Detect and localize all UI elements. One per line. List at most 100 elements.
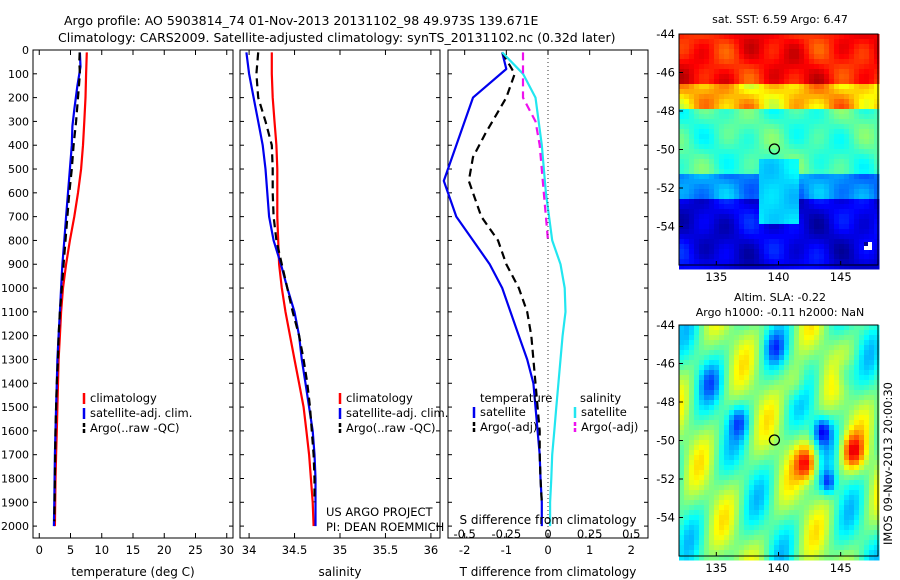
sst-map-cell [744,109,750,115]
sst-map-cell [744,39,750,45]
sst-map-cell [794,139,800,145]
sst-map-cell [739,219,745,225]
sst-map-cell [744,204,750,210]
sla-map-cell [739,465,745,471]
sst-map-cell [829,164,835,170]
sla-map-cell [754,525,760,531]
sst-map-cell [849,114,855,120]
sst-map-cell [689,89,695,95]
sst-map-cell [859,244,865,250]
sst-map-cell [744,254,750,260]
sla-map-cell [684,505,690,511]
sla-map-cell [734,530,740,536]
sst-map-cell [849,169,855,175]
sla-map-cell [804,540,810,546]
sla-map-cell [859,325,865,331]
sst-map-cell [734,174,740,180]
sst-map-cell [829,54,835,60]
sst-map-cell [714,234,720,240]
sst-map-cell [794,79,800,85]
sla-map-cell [749,455,755,461]
sla-map-cell [689,365,695,371]
sla-map-cell [709,375,715,381]
sla-map-cell [779,435,785,441]
sst-map-cell [849,49,855,55]
sst-map-cell [734,179,740,185]
sla-map-cell [794,390,800,396]
sst-map-cell [824,69,830,75]
sst-map-cell [724,149,730,155]
sst-map-cell [799,104,805,110]
sla-map-cell [784,460,790,466]
sla-map-cell [799,470,805,476]
sla-map-cell [734,355,740,361]
sla-map-cell [834,460,840,466]
sla-map-cell [774,350,780,356]
sst-map-cell [699,34,705,40]
sst-map-cell [844,99,850,105]
sla-map-cell [744,420,750,426]
sst-map-cell [874,149,880,155]
sla-map-cell [794,435,800,441]
sst-map-cell [784,169,790,175]
sla-map-cell [804,555,810,561]
sla-map-cell [784,355,790,361]
sla-map-cell [789,325,795,331]
sst-map-cell [819,199,825,205]
sst-map-cell [769,194,775,200]
sla-map-cell [809,345,815,351]
sst-map-cell [784,124,790,130]
sst-map-cell [824,209,830,215]
sst-map-cell [769,264,775,270]
sla-map-cell [689,445,695,451]
sla-map-cell [749,375,755,381]
sst-map-cell [764,154,770,160]
sst-map-cell [864,129,870,135]
sst-map-cell [824,109,830,115]
sla-map-cell [874,350,880,356]
sla-map-cell [679,520,685,526]
sla-map-cell [854,350,860,356]
sla-map-cell [814,530,820,536]
sla-map-cell [764,395,770,401]
sst-map-cell [814,149,820,155]
sla-map-cell [824,485,830,491]
sst-map-cell [769,149,775,155]
sla-map-cell [829,400,835,406]
sla-map-cell [744,430,750,436]
sst-map-cell [869,264,875,270]
sst-map-cell [764,69,770,75]
sla-map-cell [854,545,860,551]
sst-map-cell [774,244,780,250]
sst-map-cell [819,164,825,170]
sst-map-cell [834,179,840,185]
sst-map-cell [684,149,690,155]
sla-map-cell [769,410,775,416]
sst-map-cell [819,79,825,85]
sst-map-cell [869,129,875,135]
sst-map-cell [809,209,815,215]
sla-map-cell [719,375,725,381]
sla-map-cell [774,530,780,536]
sla-map-cell [834,355,840,361]
sst-map-cell [764,129,770,135]
sla-map-cell [849,470,855,476]
sst-map-cell [839,179,845,185]
sst-map-cell [774,129,780,135]
sst-map-cell [799,224,805,230]
sst-map-cell [814,119,820,125]
sla-map-cell [679,395,685,401]
figure-title-line1: Argo profile: AO 5903814_74 01-Nov-2013 … [64,13,539,28]
sst-map-cell [839,204,845,210]
sla-map-cell [759,410,765,416]
sst-map-cell [804,164,810,170]
sla-map-cell [769,425,775,431]
sst-map-cell [759,79,765,85]
sst-map-cell [699,199,705,205]
sst-map-cell [774,179,780,185]
sla-map-cell [869,325,875,331]
sla-map-cell [864,370,870,376]
sla-map-cell [774,525,780,531]
sla-map-cell [794,380,800,386]
sla-map-cell [759,440,765,446]
